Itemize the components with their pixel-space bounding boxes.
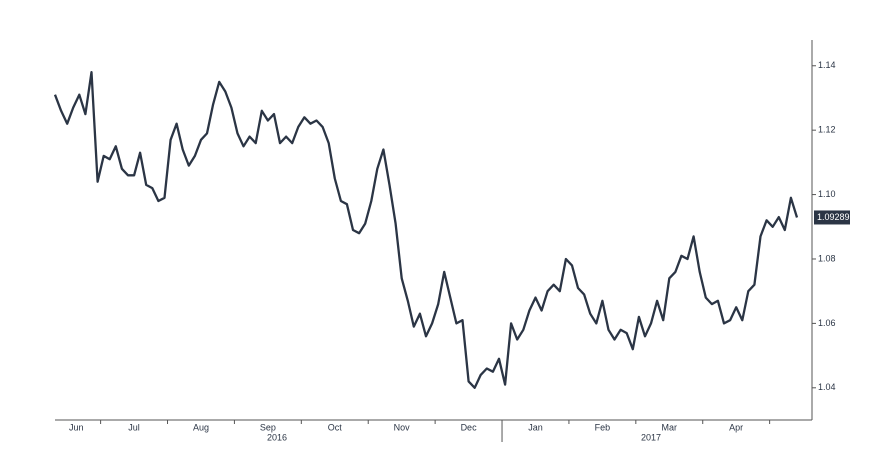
y-tick-label: 1.06 xyxy=(818,318,836,328)
y-tick-label: 1.12 xyxy=(818,125,836,135)
x-tick-label: Jul xyxy=(128,422,140,432)
last-value-label: 1.09289 xyxy=(817,212,850,222)
x-tick-label: Dec xyxy=(461,422,478,432)
price-line xyxy=(53,71,799,389)
y-tick-label: 1.08 xyxy=(818,253,836,263)
y-tick-label: 1.04 xyxy=(818,382,836,392)
x-tick-label: Sep xyxy=(260,422,276,432)
x-tick-label: Nov xyxy=(394,422,411,432)
x-tick-label: Apr xyxy=(729,422,743,432)
year-label: 2017 xyxy=(641,432,661,442)
y-tick-label: 1.10 xyxy=(818,189,836,199)
x-tick-label: Mar xyxy=(662,422,678,432)
x-tick-label: Feb xyxy=(595,422,611,432)
x-tick-label: Jan xyxy=(528,422,543,432)
x-tick-label: Jun xyxy=(69,422,84,432)
x-tick-label: Aug xyxy=(193,422,209,432)
y-tick-label: 1.14 xyxy=(818,60,836,70)
last-value-box xyxy=(814,210,850,225)
year-label: 2016 xyxy=(267,432,287,442)
x-tick-label: Oct xyxy=(328,422,343,432)
